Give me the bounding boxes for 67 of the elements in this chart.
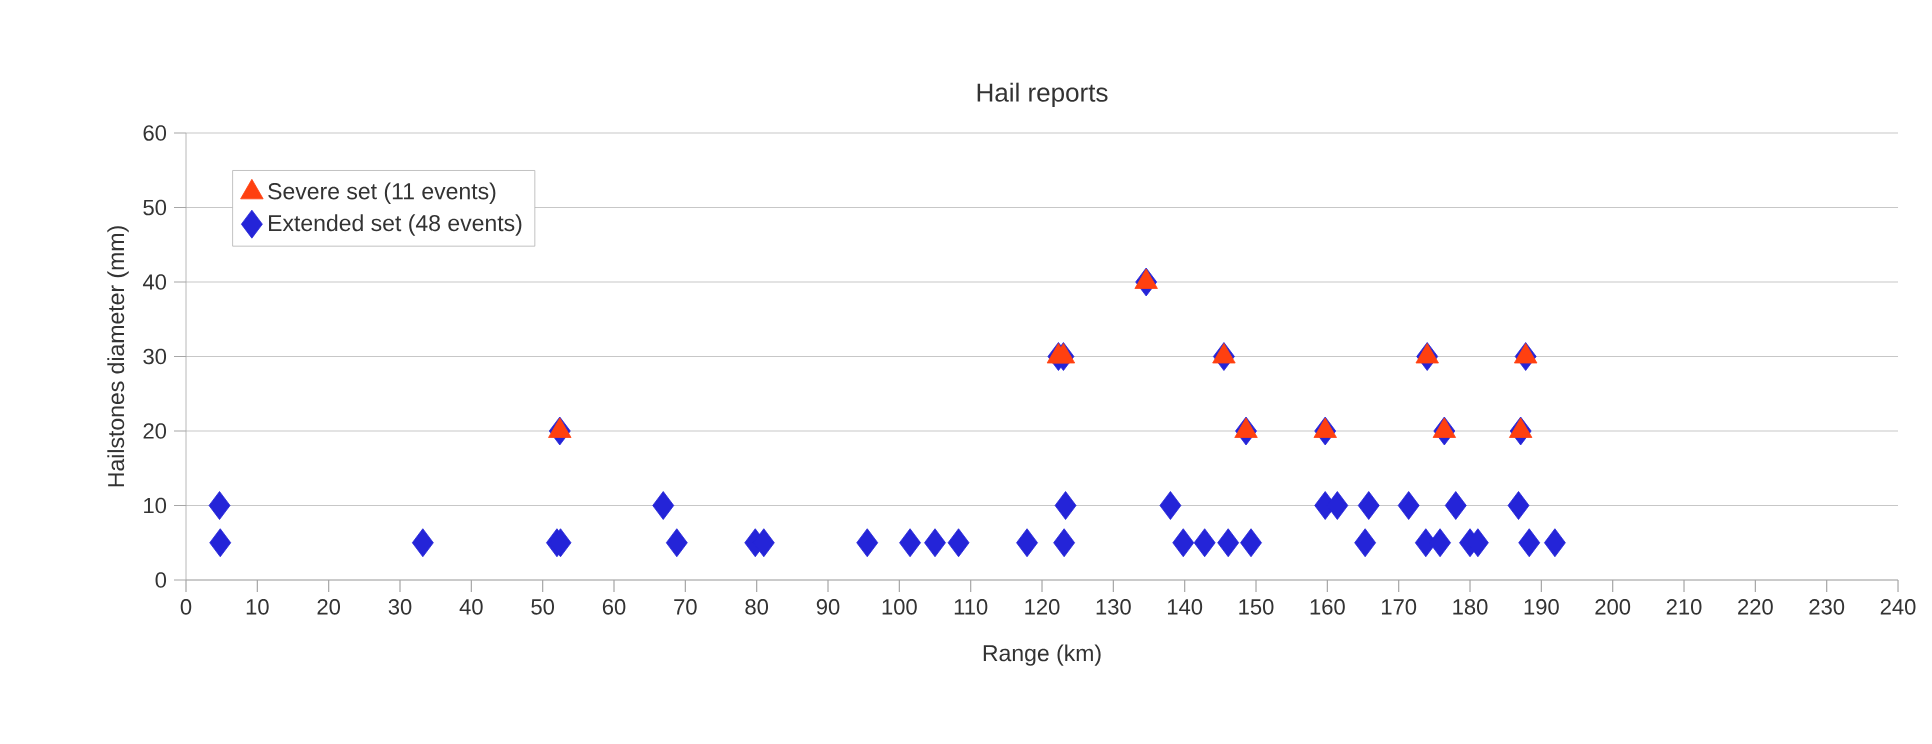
point	[1053, 528, 1076, 558]
point	[1134, 268, 1158, 289]
point	[209, 528, 232, 558]
x-tick-label: 40	[459, 599, 483, 615]
y-tick-label: 30	[143, 348, 167, 365]
x-tick-label: 240	[1880, 599, 1916, 615]
point	[1051, 343, 1076, 364]
legend-label: Severe set (11 events)	[268, 182, 496, 204]
x-tick-label: 60	[602, 599, 626, 615]
point	[1415, 343, 1439, 364]
point	[1016, 528, 1038, 558]
point	[947, 528, 970, 558]
x-tick-label: 70	[674, 599, 697, 615]
point	[665, 528, 688, 558]
x-tick-label: 120	[1025, 599, 1060, 615]
x-tick-label: 180	[1453, 599, 1488, 615]
point	[652, 491, 675, 520]
x-tick-label: 200	[1595, 599, 1631, 615]
point	[1217, 528, 1240, 558]
x-tick-label: 170	[1381, 599, 1417, 615]
x-tick-label: 130	[1096, 599, 1131, 615]
point	[1240, 528, 1262, 558]
x-tick-label: 20	[317, 599, 341, 615]
x-tick-label: 220	[1738, 599, 1773, 615]
point	[1507, 491, 1530, 520]
x-tick-label: 110	[954, 599, 988, 615]
point	[924, 528, 946, 558]
y-tick-label: 40	[142, 274, 167, 290]
point	[1354, 528, 1377, 558]
chart-title: Hail reports	[977, 82, 1108, 107]
point	[1444, 491, 1467, 520]
point	[899, 528, 921, 558]
x-axis-title: Range (km)	[983, 644, 1101, 666]
x-tick-label: 50	[531, 599, 555, 615]
point	[1429, 528, 1451, 558]
x-tick-label: 150	[1239, 599, 1274, 615]
y-axis-title: Hailstones diameter (mm)	[107, 226, 129, 487]
x-tick-label: 230	[1809, 599, 1845, 615]
point	[1514, 343, 1538, 364]
point	[411, 528, 434, 558]
point	[1357, 491, 1380, 520]
point	[1518, 528, 1541, 558]
x-tick-label: 80	[745, 599, 769, 615]
x-tick-label: 0	[180, 599, 192, 615]
point	[1544, 528, 1566, 558]
point	[1397, 491, 1420, 520]
x-tick-label: 210	[1666, 599, 1702, 615]
legend-label: Extended set (48 events)	[269, 214, 522, 236]
y-tick-label: 50	[143, 199, 167, 216]
x-tick-label: 30	[388, 599, 412, 615]
point	[1159, 491, 1182, 520]
point	[1212, 343, 1236, 364]
y-tick-label: 0	[155, 572, 167, 588]
point	[1193, 528, 1216, 558]
y-tick-label: 60	[143, 125, 167, 141]
x-tick-label: 10	[246, 599, 269, 615]
x-tick-label: 160	[1310, 599, 1345, 615]
point	[1054, 491, 1077, 520]
x-tick-label: 100	[882, 599, 917, 615]
point	[208, 491, 231, 520]
y-tick-label: 10	[144, 497, 167, 514]
y-tick-label: 20	[143, 423, 167, 439]
x-tick-label: 90	[816, 599, 840, 615]
x-tick-label: 190	[1524, 599, 1559, 615]
x-tick-label: 140	[1167, 599, 1203, 615]
point	[856, 528, 879, 558]
point	[1172, 528, 1195, 558]
